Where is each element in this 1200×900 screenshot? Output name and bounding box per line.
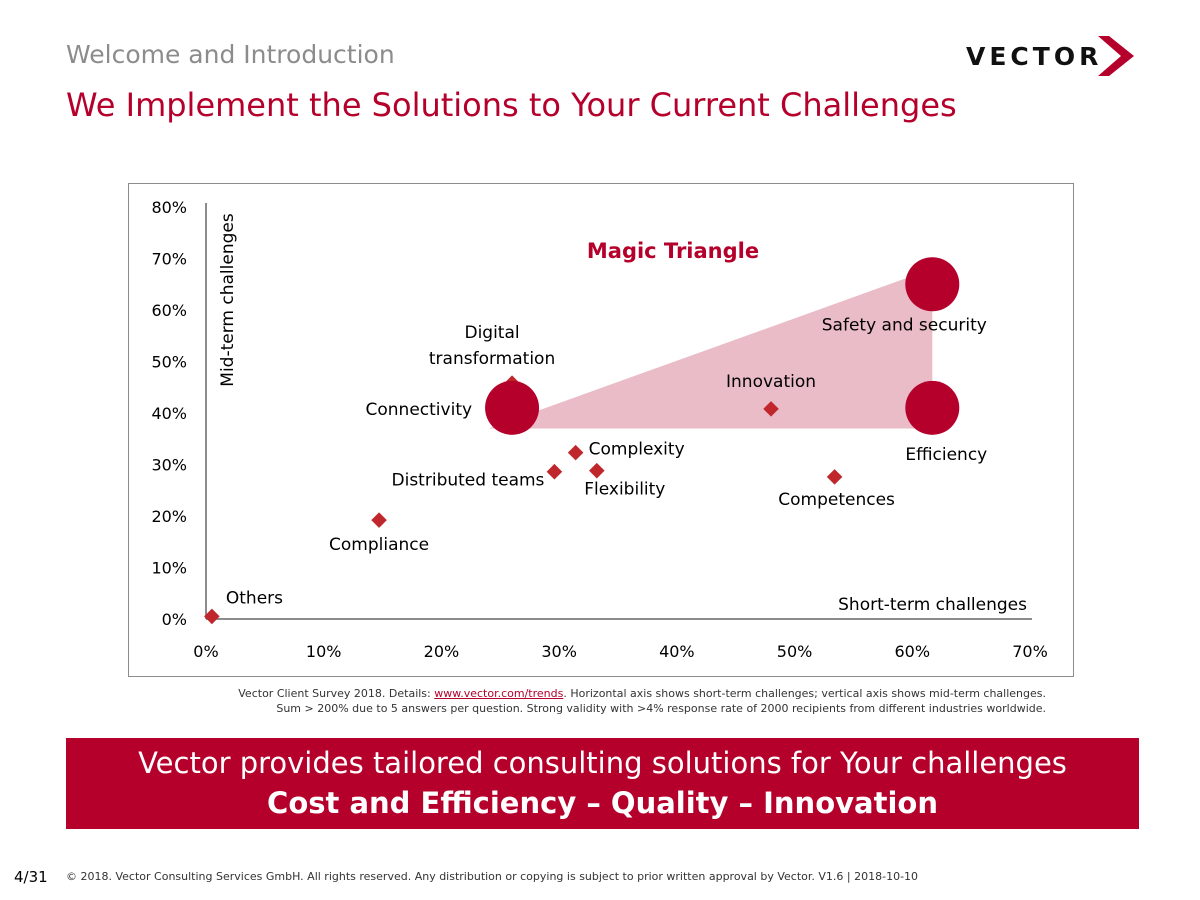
trends-link[interactable]: www.vector.com/trends <box>434 687 564 700</box>
footnote-prefix: Vector Client Survey 2018. Details: <box>238 687 435 700</box>
point-distributed-teams <box>546 463 563 480</box>
point-label-digital-transformation-line2: transformation <box>429 349 555 369</box>
page-number: 4/31 <box>14 868 48 886</box>
scatter-chart: 0% 10% 20% 30% 40% 50% 60% 70% 0% 10% 20% 30% 40% 50%… <box>151 198 1048 661</box>
y-tick-label: 70% <box>151 250 187 269</box>
y-tick-label: 60% <box>151 301 187 320</box>
section-title: Welcome and Introduction <box>66 40 395 69</box>
chart-frame: 0% 10% 20% 30% 40% 50% 60% 70% 0% 10% 20% 30% 40% 50%… <box>128 183 1074 677</box>
x-tick-label: 50% <box>777 642 813 661</box>
point-label-distributed-teams: Distributed teams <box>392 471 545 491</box>
banner-line2: Cost and Efficiency – Quality – Innovati… <box>267 786 938 820</box>
point-connectivity <box>485 380 540 435</box>
y-tick-label: 50% <box>151 353 187 372</box>
point-safety-and-security <box>905 257 960 312</box>
point-complexity <box>567 444 584 461</box>
summary-banner: Vector provides tailored consulting solu… <box>66 738 1139 829</box>
point-label-innovation: Innovation <box>726 372 816 392</box>
point-label-flexibility: Flexibility <box>584 480 665 500</box>
point-flexibility <box>589 462 605 479</box>
logo-text: VECTOR <box>966 42 1103 71</box>
logo-arrow-icon <box>1098 36 1134 76</box>
magic-triangle-title: Magic Triangle <box>587 239 759 263</box>
y-tick-label: 0% <box>162 610 187 629</box>
point-label-safety-and-security: Safety and security <box>822 315 987 335</box>
point-label-others: Others <box>226 588 283 608</box>
y-tick-label: 10% <box>151 559 187 578</box>
point-label-competences: Competences <box>778 490 895 510</box>
x-tick-label: 30% <box>541 642 577 661</box>
x-tick-label: 60% <box>895 642 931 661</box>
page-title: We Implement the Solutions to Your Curre… <box>66 86 957 124</box>
x-tick-label: 10% <box>306 642 342 661</box>
point-label-digital-transformation-line1: Digital <box>464 323 519 343</box>
y-tick-label: 40% <box>151 404 187 423</box>
copyright-notice: © 2018. Vector Consulting Services GmbH.… <box>66 870 919 883</box>
x-axis-label: Short-term challenges <box>838 595 1027 615</box>
point-label-efficiency: Efficiency <box>905 445 987 465</box>
point-label-compliance: Compliance <box>329 535 429 555</box>
point-competences <box>826 469 843 485</box>
y-axis-label: Mid-term challenges <box>218 213 238 387</box>
x-tick-label: 20% <box>424 642 460 661</box>
banner-line1: Vector provides tailored consulting solu… <box>138 746 1067 780</box>
footnote: Vector Client Survey 2018. Details: www.… <box>128 686 1046 716</box>
x-tick-label: 70% <box>1012 642 1048 661</box>
point-label-complexity: Complexity <box>589 440 685 460</box>
y-tick-label: 20% <box>151 507 187 526</box>
point-label-connectivity: Connectivity <box>366 400 473 420</box>
footnote-suffix: . Horizontal axis shows short-term chall… <box>563 687 1046 700</box>
point-compliance <box>371 512 387 528</box>
y-tick-label: 30% <box>151 456 187 475</box>
footnote-line2: Sum > 200% due to 5 answers per question… <box>276 702 1046 715</box>
x-tick-label: 40% <box>659 642 695 661</box>
point-efficiency <box>905 380 960 435</box>
y-tick-label: 80% <box>151 198 187 217</box>
x-tick-label: 0% <box>193 642 218 661</box>
vector-logo: VECTOR <box>966 36 1136 78</box>
